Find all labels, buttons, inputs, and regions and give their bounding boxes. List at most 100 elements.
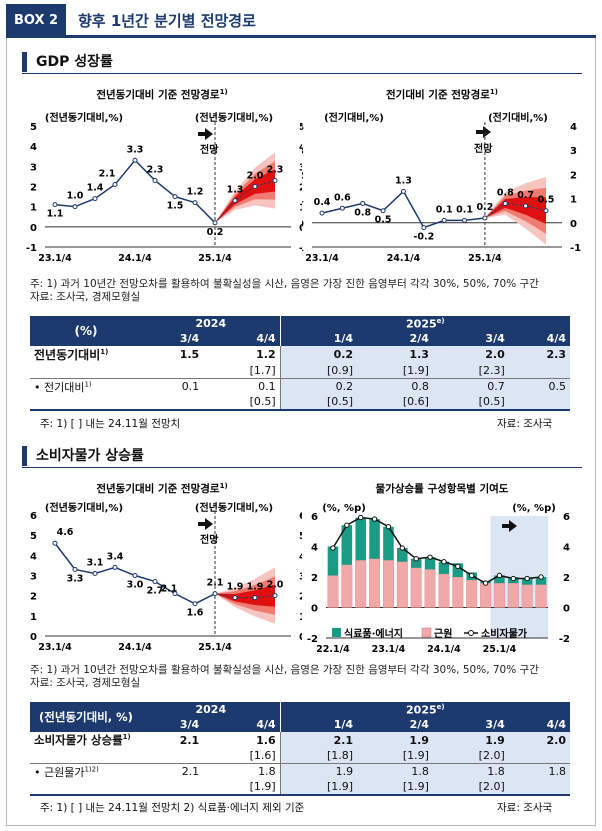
gdp-section-title: GDP 성장률 xyxy=(22,52,113,72)
table-quarter-header: 4/4 xyxy=(508,331,570,346)
table-cell: 1.9 xyxy=(280,763,358,780)
data-point xyxy=(272,593,278,599)
y-axis-label-left: (전년동기대비,%) xyxy=(45,111,123,124)
data-point xyxy=(441,217,447,223)
data-label: 2.3 xyxy=(147,164,164,175)
cpi-point xyxy=(482,580,489,586)
bar-core xyxy=(410,567,422,608)
bar-core xyxy=(493,582,505,608)
y-axis-label-left: (전기대비,%) xyxy=(324,111,384,124)
table-cell: [0.5] xyxy=(203,394,281,410)
data-label: 0.4 xyxy=(314,197,331,208)
table-cell: [2.0] xyxy=(432,748,509,763)
legend: 식료품·에너지 근원 소비자물가 xyxy=(332,627,528,640)
legend-swatch-core xyxy=(421,627,432,638)
data-point xyxy=(152,177,158,183)
cpi-yoy-chart: 전년동기대비 기준 전망경로1) (전년동기대비,%) (전년동기대비,%) 전… xyxy=(30,482,302,653)
data-point xyxy=(272,177,278,183)
y-tick-label-right: 1 xyxy=(299,203,302,214)
table-cell: 1.2 xyxy=(203,346,281,363)
forecast-label: 전망 xyxy=(200,143,219,156)
table-cell: 1.3 xyxy=(357,346,433,363)
table-cell: 2.3 xyxy=(508,346,570,363)
table-cell: [0.6] xyxy=(357,394,433,410)
table-cell: [2.3] xyxy=(432,363,509,378)
y-tick-label-right: 0 xyxy=(299,223,302,234)
data-point xyxy=(252,595,258,601)
bar-food-energy xyxy=(535,577,547,585)
bar-core xyxy=(452,576,464,608)
table-quarter-header: 4/4 xyxy=(203,331,281,346)
y-tick-label-right: 4 xyxy=(570,122,577,133)
bar-food-energy xyxy=(424,557,436,570)
y-tick-label-left: 3 xyxy=(30,162,37,173)
bar-core xyxy=(466,579,478,608)
y-tick-label-right: 0 xyxy=(299,632,302,643)
data-label: 2.1 xyxy=(161,584,178,595)
cpi-table-source: 자료: 조사국 xyxy=(497,802,553,814)
y-tick-label-left: 1 xyxy=(30,612,37,623)
bar-food-energy xyxy=(397,548,408,562)
data-label: 2.1 xyxy=(207,578,224,589)
table-quarter-header: 3/4 xyxy=(432,717,509,732)
y-tick-label-right: 6 xyxy=(299,511,302,522)
table-cell: 1.9 xyxy=(357,732,433,748)
table-cell xyxy=(508,363,570,378)
forecast-arrow-icon xyxy=(502,520,517,532)
y-tick-label-right: 4 xyxy=(299,142,302,153)
table-cell: [2.0] xyxy=(432,779,509,795)
table-cell xyxy=(508,748,570,763)
y-tick-label-right: -1 xyxy=(570,243,581,254)
table-year-2024: 2024 xyxy=(142,702,281,717)
data-label: 1.3 xyxy=(395,175,412,186)
series-line-forecast xyxy=(484,202,547,219)
data-label: 0.6 xyxy=(334,192,351,203)
bar-food-energy xyxy=(410,558,422,568)
table-unit: (전년동기대비, %) xyxy=(30,702,142,732)
series-line-forecast xyxy=(214,179,276,224)
y-tick-label-left: 2 xyxy=(311,573,318,584)
data-label: 2.0 xyxy=(267,580,284,591)
box-tag: BOX 2 xyxy=(6,4,66,38)
data-point xyxy=(319,210,325,216)
data-point xyxy=(212,591,218,597)
data-point xyxy=(523,203,529,209)
row-label: • 전기대비1) xyxy=(34,379,92,394)
table-quarter-header: 3/4 xyxy=(142,331,204,346)
data-point xyxy=(380,208,386,214)
data-label: 2.3 xyxy=(267,164,284,175)
data-point xyxy=(543,208,549,214)
y-tick-label-left: 6 xyxy=(30,511,37,522)
table-cell: 1.8 xyxy=(203,763,281,780)
y-tick-label-left: 3 xyxy=(30,572,37,583)
gdp-note: 주: 1) 과거 10년간 전망오차를 활용하여 불확실성을 시산, 음영은 가… xyxy=(30,278,539,290)
data-label: 1.1 xyxy=(47,209,64,220)
bar-core xyxy=(341,564,353,608)
y-tick-label-right: 2 xyxy=(570,170,577,181)
data-point xyxy=(482,215,488,221)
data-label: 2.1 xyxy=(99,168,116,179)
legend-label: 근원 xyxy=(434,627,452,640)
data-point xyxy=(212,220,218,226)
x-tick-label: 25.1/4 xyxy=(198,253,232,264)
y-tick-label-left: 0 xyxy=(30,223,37,234)
forecast-arrow-icon xyxy=(198,128,213,140)
y-tick-label-right: 3 xyxy=(570,146,577,157)
y-tick-label-right: 1 xyxy=(299,612,302,623)
cpi-point xyxy=(427,554,433,560)
bar-food-energy xyxy=(383,526,394,561)
table-cell: 2.1 xyxy=(181,765,200,778)
y-tick-label-left: 1 xyxy=(302,195,304,206)
table-cell: 0.2 xyxy=(280,378,358,395)
y-tick-label-left: 3 xyxy=(302,146,304,157)
y-tick-label-left: 0 xyxy=(311,604,318,615)
table-cell: [1.9] xyxy=(357,363,433,378)
data-point xyxy=(112,564,118,570)
chart-title: 전기대비 기준 전망경로1) xyxy=(386,88,498,101)
box-header: BOX 2 향후 1년간 분기별 전망경로 xyxy=(6,4,596,38)
table-year-2025: 2025e) xyxy=(280,702,570,717)
cpi-point xyxy=(344,522,350,528)
table-cell: [1.9] xyxy=(280,779,358,795)
table-cell: 2.0 xyxy=(432,346,509,363)
table-cell: 0.8 xyxy=(357,378,433,395)
